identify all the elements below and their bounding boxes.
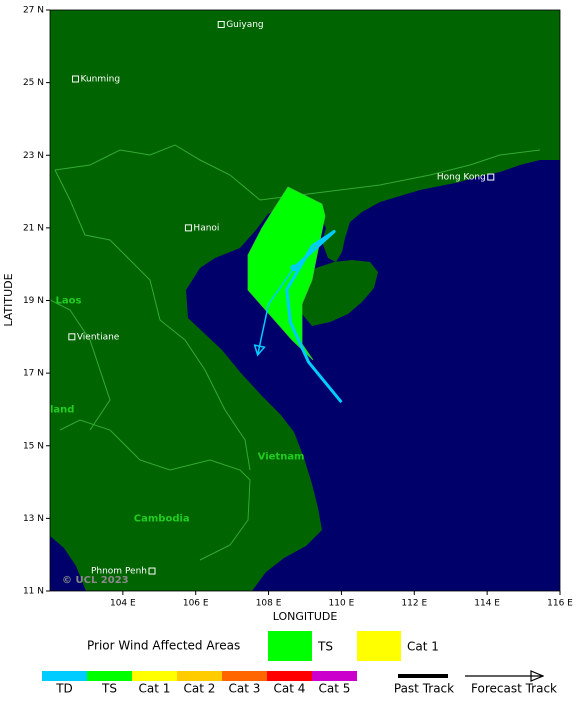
border — [54, 144, 261, 201]
border — [59, 419, 251, 561]
scale-swatch — [87, 671, 132, 681]
scale-swatch — [132, 671, 177, 681]
y-tick-label: 17 N — [23, 369, 44, 379]
scale-swatch — [42, 671, 87, 681]
city-label: Vientiane — [77, 332, 120, 342]
wind-legend: TS Cat 1 — [268, 631, 439, 661]
x-tick-label: 112 E — [401, 599, 427, 609]
city-label: Guiyang — [226, 20, 263, 30]
scale-label: Cat 1 — [139, 682, 171, 696]
border — [54, 169, 251, 471]
tracks — [258, 230, 343, 404]
forecast-track-label: Forecast Track — [471, 682, 557, 696]
scale-label: Cat 4 — [274, 682, 306, 696]
scale-label: TS — [101, 682, 117, 696]
y-tick-label: 13 N — [23, 514, 44, 524]
legend: Prior Wind Affected Areas TS Cat 1 TD TS Ca… — [42, 631, 557, 696]
scale-label: Cat 5 — [319, 682, 351, 696]
x-tick-label: 114 E — [474, 599, 500, 609]
city-marker — [72, 75, 79, 83]
scale-swatch — [177, 671, 222, 681]
x-tick-label: 110 E — [329, 599, 355, 609]
wind-label: Cat 1 — [407, 640, 439, 654]
x-tick-label: 116 E — [547, 599, 573, 609]
ts-wind-area — [247, 186, 326, 361]
forecast-track — [258, 267, 295, 355]
scale-label: TD — [55, 682, 73, 696]
y-axis-label: LATITUDE — [2, 273, 15, 326]
city-label: Phnom Penh — [91, 567, 147, 577]
city-label: Hanoi — [193, 223, 219, 233]
scale-swatch — [312, 671, 357, 681]
map-area: Guiyang Kunming Hanoi Hong Kong Vientiane Phn… — [50, 10, 560, 591]
x-axis-label: LONGITUDE — [273, 610, 338, 623]
y-tick-label: 23 N — [23, 151, 44, 161]
city-label: Hong Kong — [437, 173, 486, 183]
wind-legend-title: Prior Wind Affected Areas — [87, 639, 240, 653]
past-track-label: Past Track — [394, 682, 454, 696]
city-marker — [148, 567, 156, 575]
city-label: Kunming — [81, 74, 121, 84]
wind-label: TS — [317, 640, 333, 654]
x-tick-label: 108 E — [256, 599, 282, 609]
sea-corner — [50, 536, 86, 591]
intensity-scale: TD TS Cat 1 Cat 2 Cat 3 Cat 4 Cat 5 — [42, 671, 357, 696]
city-marker — [184, 224, 192, 232]
region-label: land — [50, 404, 74, 415]
region-label: Laos — [55, 296, 81, 307]
scale-label: Cat 3 — [229, 682, 261, 696]
wind-swatch — [268, 631, 312, 661]
scale-swatch — [222, 671, 267, 681]
x-tick-label: 104 E — [110, 599, 136, 609]
y-tick-label: 25 N — [23, 78, 44, 88]
borders — [50, 144, 541, 561]
y-tick-label: 11 N — [23, 587, 44, 597]
border — [259, 149, 541, 201]
past-track — [285, 230, 343, 404]
y-tick-label: 27 N — [23, 6, 44, 16]
places: Guiyang Kunming Hanoi Hong Kong Vientiane Phn… — [50, 20, 495, 577]
city-marker — [68, 333, 76, 341]
city-marker — [487, 173, 495, 181]
y-tick-label: 21 N — [23, 223, 44, 233]
scale-swatch — [267, 671, 312, 681]
region-label: Vietnam — [258, 452, 305, 463]
x-tick-label: 106 E — [183, 599, 209, 609]
y-tick-label: 15 N — [23, 441, 44, 451]
current-position — [290, 264, 298, 272]
hainan-island — [302, 260, 378, 326]
wind-swatch — [357, 631, 401, 661]
y-tick-label: 19 N — [23, 296, 44, 306]
border — [50, 299, 111, 431]
scale-label: Cat 2 — [184, 682, 216, 696]
copyright: © UCL 2023 — [62, 575, 129, 586]
region-label: Cambodia — [134, 513, 190, 524]
axes: 104 E 106 E 108 E 110 E 112 E 114 E 116 E 11 N 1… — [23, 6, 573, 609]
city-marker — [217, 21, 225, 29]
